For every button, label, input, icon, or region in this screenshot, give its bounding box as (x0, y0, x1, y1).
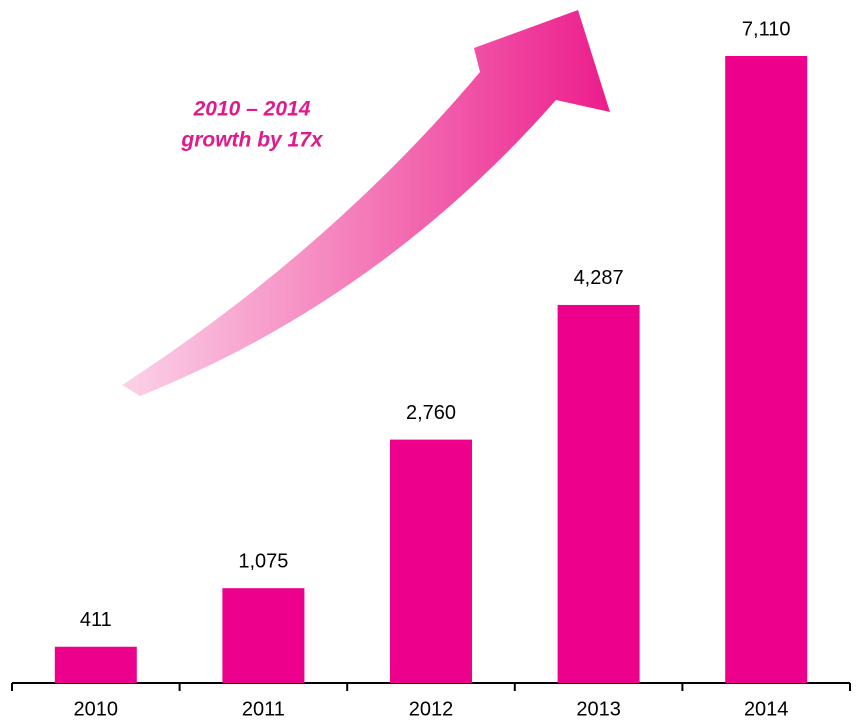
bar (390, 439, 472, 683)
bar (222, 588, 305, 683)
x-tick-label: 2013 (576, 698, 621, 720)
x-tick-label: 2011 (242, 698, 285, 720)
annotation: 2010 – 2014 (193, 98, 311, 121)
value-label: 7,110 (742, 18, 791, 40)
bar (54, 646, 137, 683)
value-label: 4,287 (574, 267, 624, 289)
value-label: 411 (80, 609, 112, 631)
value-label: 1,075 (238, 550, 288, 572)
x-tick-label: 2014 (744, 698, 789, 720)
bar (557, 304, 640, 683)
bar (725, 56, 808, 683)
x-tick-label: 2012 (409, 698, 454, 720)
value-label: 2,760 (406, 402, 456, 424)
annotation: growth by 17x (180, 129, 324, 152)
growth-arrow (122, 10, 610, 396)
x-tick-label: 2010 (74, 698, 119, 720)
